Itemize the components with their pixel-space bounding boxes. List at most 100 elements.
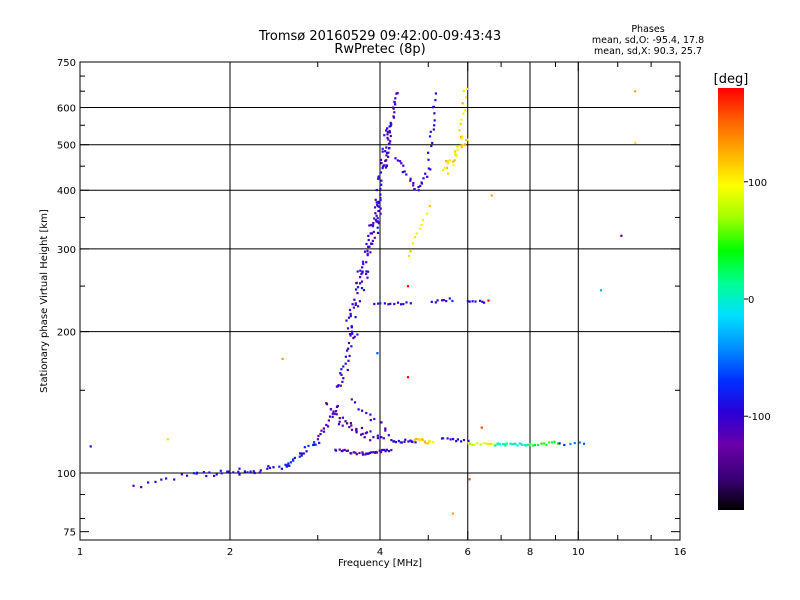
data-point — [521, 443, 524, 446]
data-point — [384, 427, 387, 430]
data-point — [449, 438, 452, 441]
data-point — [382, 448, 386, 451]
data-point — [345, 449, 348, 452]
data-point — [360, 287, 364, 290]
data-point — [455, 153, 458, 156]
x-tick-labels: 1 2 4 6 8 10 16 — [77, 547, 687, 558]
data-point — [420, 181, 423, 184]
data-point — [305, 450, 308, 453]
data-point — [372, 221, 375, 225]
data-point — [381, 150, 384, 153]
data-point — [432, 440, 435, 444]
data-point — [526, 443, 529, 446]
data-point — [396, 301, 400, 304]
data-point — [369, 251, 372, 254]
data-point — [374, 219, 377, 222]
data-point — [354, 302, 357, 305]
data-point — [578, 441, 581, 444]
data-point — [387, 151, 390, 154]
y-axis-label: Stationary phase Virtual Height [km] — [39, 209, 50, 393]
data-point — [351, 332, 354, 335]
data-point — [165, 477, 168, 480]
data-point — [387, 434, 390, 437]
data-point — [462, 144, 465, 147]
data-point — [368, 245, 371, 248]
data-point — [192, 472, 195, 475]
data-point — [550, 441, 553, 444]
data-point — [407, 440, 410, 443]
data-point — [383, 164, 386, 167]
data-point — [335, 385, 338, 388]
data-point — [385, 159, 388, 162]
data-point — [419, 184, 422, 188]
axis-ticks — [79, 61, 681, 540]
data-point — [414, 441, 417, 444]
data-point — [377, 200, 380, 203]
data-point — [634, 141, 637, 144]
data-point — [509, 442, 512, 445]
data-point — [461, 135, 464, 138]
data-point — [599, 289, 603, 292]
data-point — [385, 129, 388, 132]
data-point — [300, 452, 303, 455]
data-point — [386, 133, 389, 136]
data-point — [371, 225, 374, 228]
data-point — [307, 444, 310, 447]
data-point — [389, 140, 392, 143]
data-point — [350, 428, 354, 431]
data-point — [365, 452, 368, 455]
data-point — [312, 443, 315, 446]
data-point — [349, 422, 352, 425]
data-point — [446, 437, 449, 440]
data-point — [406, 285, 410, 288]
x-tick-label: 10 — [572, 547, 585, 558]
data-point — [361, 266, 364, 269]
data-point — [286, 464, 289, 467]
data-point — [356, 333, 359, 336]
data-point — [415, 437, 418, 441]
data-point — [569, 442, 572, 446]
data-point — [366, 254, 369, 257]
data-point — [423, 440, 426, 443]
data-point — [353, 401, 357, 404]
data-point — [362, 262, 365, 266]
data-point — [403, 170, 406, 173]
data-point — [361, 270, 364, 273]
data-point — [441, 299, 444, 302]
data-point — [421, 438, 424, 442]
data-point — [474, 300, 477, 303]
data-point — [380, 162, 383, 165]
data-point — [448, 297, 451, 300]
data-point — [427, 167, 430, 170]
data-point — [415, 232, 418, 235]
data-point — [361, 452, 364, 455]
data-point — [388, 125, 391, 128]
data-point — [369, 419, 372, 422]
data-point — [431, 141, 434, 145]
data-point — [518, 442, 521, 445]
data-point — [367, 238, 370, 242]
data-point — [405, 173, 408, 176]
grid-lines — [80, 62, 680, 540]
data-point — [487, 299, 490, 302]
data-point — [226, 470, 229, 473]
x-tick-label: 1 — [77, 547, 83, 558]
data-point — [347, 347, 350, 350]
data-point — [351, 330, 354, 333]
data-point — [456, 438, 459, 441]
data-point — [388, 142, 391, 145]
data-point — [409, 250, 412, 253]
data-point — [372, 451, 375, 454]
data-point — [421, 218, 424, 222]
data-point — [483, 301, 486, 304]
data-point — [346, 327, 350, 330]
chart-subtitle: RwPretec (8p) — [334, 42, 425, 57]
data-point — [356, 286, 360, 289]
data-point — [346, 449, 350, 452]
data-point — [140, 486, 143, 489]
data-point — [322, 430, 326, 433]
data-point — [376, 217, 379, 220]
data-point — [379, 158, 383, 161]
data-point — [409, 302, 412, 305]
data-point — [266, 467, 269, 470]
